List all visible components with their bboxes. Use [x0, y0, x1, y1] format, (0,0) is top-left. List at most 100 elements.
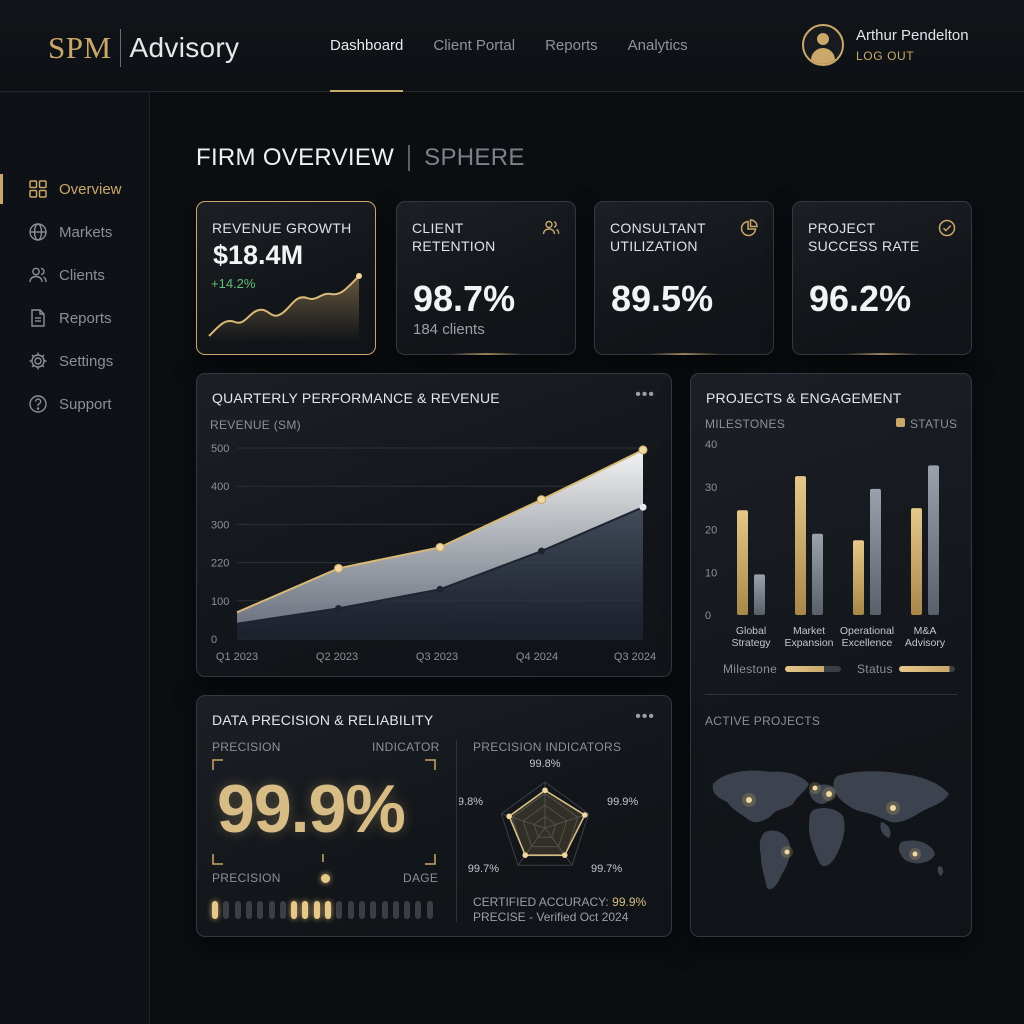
sidebar-item-support[interactable]: Support [0, 389, 150, 419]
quarterly-area-chart: 0 100 220 300 400 500 Q1 2023 Q2 2023 Q3 2023 Q4 … [211, 443, 656, 663]
upper-series-point [537, 495, 546, 505]
globe-icon [29, 223, 47, 241]
logo-divider [119, 29, 121, 67]
category-label: Global [736, 625, 766, 637]
section-title: PROJECTS & ENGAGEMENT [706, 390, 902, 406]
check-circle-icon [938, 219, 956, 237]
projects-card: PROJECTS & ENGAGEMENT MILESTONES STATUS … [690, 373, 972, 937]
sidebar-item-label: Overview [59, 180, 122, 198]
indicator-label: INDICATOR [372, 740, 440, 754]
kpi-success-card[interactable]: PROJECT SUCCESS RATE 96.2% [792, 201, 972, 355]
sidebar-item-markets[interactable]: Markets [0, 217, 150, 247]
kpi-utilization-card[interactable]: CONSULTANT UTILIZATION 89.5% [594, 201, 774, 355]
category-label: M&A [914, 625, 937, 637]
y-tick-label: 100 [211, 596, 229, 608]
precision-segment [291, 901, 298, 919]
document-icon [31, 309, 45, 327]
nav-dashboard[interactable]: Dashboard [330, 0, 404, 92]
category-label: Expansion [784, 637, 833, 649]
status-bar [870, 488, 881, 615]
status-bar [812, 533, 823, 615]
kpi-value: 96.2% [809, 278, 912, 319]
world-map[interactable] [705, 762, 961, 902]
radar-label: 99.7% [591, 863, 622, 875]
chart-ylabel: REVENUE (SM) [210, 418, 301, 432]
x-tick-label: Q1 2023 [216, 651, 258, 663]
y-tick-label: 500 [211, 443, 229, 455]
lower-series-point [538, 547, 545, 555]
precision-indicators-label: PRECISION INDICATORS [473, 740, 622, 754]
precision-radar-chart: 99.8% 99.9% 99.7% 99.7% 99.8% [459, 758, 638, 875]
precision-segment [234, 901, 241, 919]
x-tick-label: Q3 2024 [614, 651, 656, 663]
precision-segment [268, 901, 275, 919]
radar-label: 99.8% [459, 796, 483, 808]
nav-reports[interactable]: Reports [545, 37, 598, 54]
y-tick-label: 220 [211, 558, 229, 570]
radar-spoke [517, 827, 546, 866]
sidebar-item-reports[interactable]: Reports [0, 303, 150, 333]
radar-point [542, 787, 548, 794]
radar-ring [522, 804, 568, 848]
precision-bottom-label: PRECISION [212, 871, 281, 885]
brand-logo[interactable]: SPM Advisory [48, 28, 239, 68]
precision-segment [223, 901, 230, 919]
precision-segment-bar [212, 901, 436, 919]
upper-series-point [638, 445, 648, 455]
kpi-value: 89.5% [611, 278, 714, 319]
radar-ring [533, 815, 557, 838]
kpi-value: 98.7% [413, 278, 516, 319]
sidebar-item-settings[interactable]: Settings [0, 346, 150, 376]
page-title: FIRM OVERVIEW SPHERE [196, 142, 525, 174]
certified-accuracy: CERTIFIED ACCURACY: 99.9% [473, 895, 647, 909]
status-bar [754, 574, 765, 615]
sidebar-item-clients[interactable]: Clients [0, 260, 150, 290]
precision-indicator-dot [321, 874, 330, 883]
top-bar: SPM Advisory Dashboard Client Portal Rep… [0, 0, 1024, 92]
kpi-sub: 184 clients [413, 321, 485, 338]
y-tick-label: 10 [705, 567, 717, 579]
user-menu: Arthur Pendelton LOG OUT [802, 24, 969, 66]
category-label: Excellence [842, 637, 893, 649]
avatar[interactable] [802, 24, 844, 66]
x-tick-label: Q4 2024 [516, 651, 558, 663]
pie-chart-icon [740, 219, 758, 237]
nav-analytics[interactable]: Analytics [627, 37, 688, 54]
y-tick-label: 30 [705, 482, 717, 494]
nav-client-portal[interactable]: Client Portal [433, 37, 516, 54]
sidebar-item-label: Reports [59, 309, 112, 327]
kpi-retention-card[interactable]: CLIENT RETENTION 98.7% 184 clients [396, 201, 576, 355]
kpi-revenue-card[interactable]: REVENUE GROWTH $18.4M +14.2% [196, 201, 376, 355]
page-title-sub: SPHERE [424, 144, 525, 171]
users-icon [29, 267, 47, 283]
kpi-value: $18.4M [213, 240, 304, 270]
logout-button[interactable]: LOG OUT [856, 49, 915, 63]
sidebar-item-overview[interactable]: Overview [0, 174, 150, 204]
radar-label: 99.9% [607, 796, 638, 808]
precision-segment [426, 901, 433, 919]
more-options-button[interactable]: ••• [635, 708, 655, 725]
milestone-bar [853, 540, 864, 615]
lower-series-point [335, 604, 342, 612]
main-nav: Dashboard Client Portal Reports Analytic… [330, 0, 718, 92]
users-icon [542, 220, 560, 235]
milestone-bar [737, 510, 748, 615]
quarterly-chart-card: QUARTERLY PERFORMANCE & REVENUE ••• REVE… [196, 373, 672, 677]
help-icon [29, 395, 47, 413]
precision-segment [415, 901, 422, 919]
radar-point [506, 813, 512, 820]
kpi-label: PROJECT SUCCESS RATE [808, 220, 920, 254]
grid-icon [29, 180, 47, 198]
radar-label: 99.8% [529, 758, 560, 770]
category-label: Strategy [731, 637, 771, 649]
more-options-button[interactable]: ••• [635, 386, 655, 403]
precision-segment [245, 901, 252, 919]
gear-icon [29, 352, 47, 370]
radar-label: 99.7% [468, 863, 499, 875]
y-tick-label: 400 [211, 481, 229, 493]
radar-area [508, 789, 586, 856]
title-divider [408, 145, 411, 171]
sidebar: Overview Markets Clients Reports Setting… [0, 92, 150, 1024]
upper-series-point [334, 563, 343, 573]
